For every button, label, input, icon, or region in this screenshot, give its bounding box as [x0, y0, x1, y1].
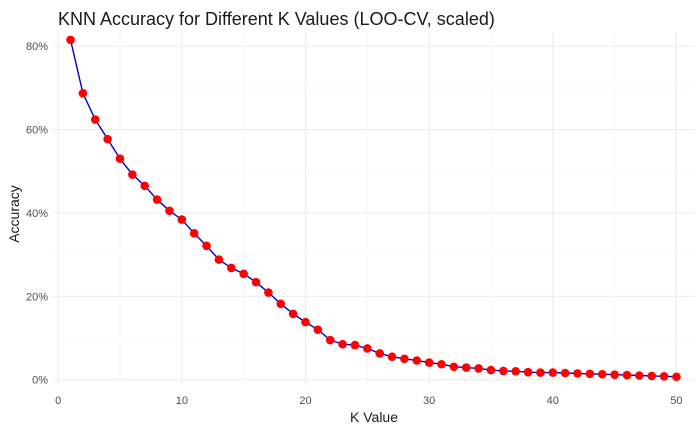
data-point — [672, 372, 681, 382]
x-tick-label: 30 — [423, 395, 435, 407]
data-point — [585, 369, 595, 379]
data-point — [214, 255, 224, 264]
data-point — [375, 349, 384, 358]
data-point — [499, 366, 508, 376]
data-point — [560, 368, 570, 378]
data-point — [78, 88, 88, 98]
accuracy-line — [69, 39, 677, 378]
data-point — [313, 325, 323, 334]
data-point — [424, 358, 434, 367]
data-point — [461, 363, 471, 372]
data-point — [548, 368, 558, 377]
data-point — [523, 367, 533, 377]
data-point — [115, 154, 125, 164]
x-tick-label: 10 — [176, 395, 188, 407]
data-point — [128, 170, 137, 179]
x-tick-label: 40 — [547, 395, 559, 407]
data-point — [239, 269, 248, 279]
data-point — [437, 359, 446, 369]
data-point — [350, 340, 360, 350]
x-axis-title: K Value — [350, 409, 398, 425]
data-point — [449, 362, 459, 372]
y-tick-label: 40% — [26, 208, 48, 220]
data-point — [573, 369, 582, 378]
y-axis-title: Accuracy — [6, 185, 22, 243]
data-point — [276, 299, 286, 309]
data-point — [301, 317, 310, 327]
data-point — [338, 339, 347, 349]
data-point — [400, 354, 409, 364]
data-point — [226, 263, 236, 273]
data-point — [610, 370, 619, 379]
data-point — [597, 369, 607, 379]
y-tick-label: 20% — [26, 291, 48, 303]
data-point — [103, 134, 112, 144]
data-point — [659, 372, 669, 381]
data-point — [177, 215, 187, 224]
data-point — [622, 370, 632, 380]
series-group — [66, 35, 681, 382]
data-point — [647, 371, 657, 381]
data-point — [486, 365, 496, 375]
data-point — [288, 309, 298, 319]
tick-labels: 0 10 20 30 40 50 0% 20% 40% 60% 80% — [26, 41, 683, 407]
y-tick-label: 0% — [32, 375, 48, 387]
data-point — [251, 277, 261, 287]
data-point — [474, 364, 483, 373]
data-point — [202, 241, 211, 251]
data-point — [511, 367, 521, 376]
data-point — [165, 206, 174, 216]
y-tick-label: 60% — [26, 125, 48, 137]
data-point — [412, 356, 422, 365]
x-tick-label: 50 — [670, 395, 682, 407]
x-tick-label: 20 — [299, 395, 311, 407]
data-point — [635, 371, 644, 380]
data-point — [363, 344, 372, 353]
gridlines — [52, 32, 695, 385]
data-point — [264, 288, 273, 297]
chart-title: KNN Accuracy for Different K Values (LOO… — [58, 9, 495, 29]
y-tick-label: 80% — [26, 41, 48, 53]
data-point — [152, 195, 162, 204]
x-tick-label: 0 — [55, 395, 61, 407]
data-point — [66, 35, 75, 45]
data-point — [387, 352, 397, 362]
data-point — [140, 181, 150, 191]
data-point — [325, 335, 335, 345]
data-point — [90, 115, 100, 124]
data-point — [189, 229, 199, 238]
data-point — [536, 368, 545, 377]
